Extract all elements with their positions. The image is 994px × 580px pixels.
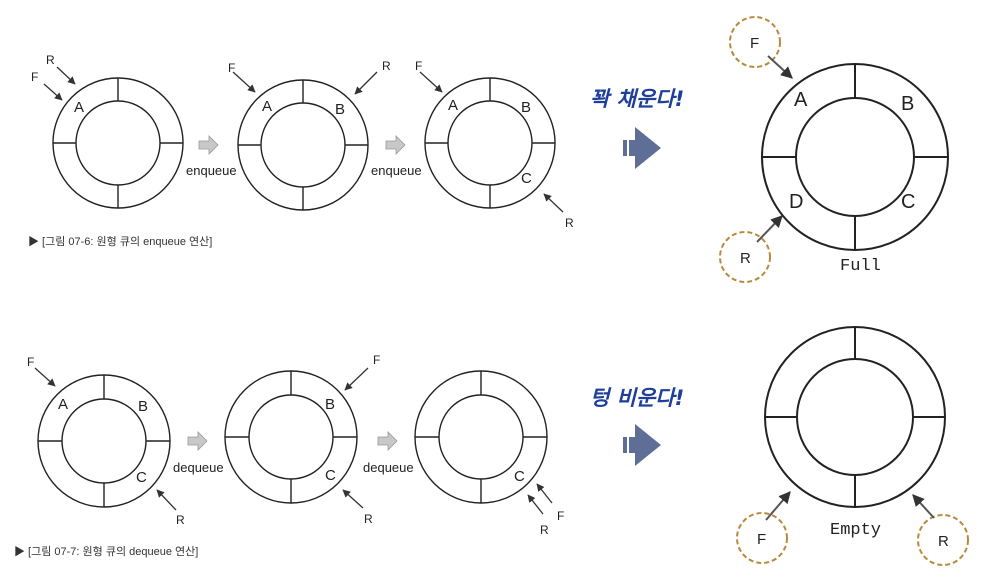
rear-pointer-label: R [565,216,574,230]
small-arrow-icon [187,431,208,451]
figure-caption-enqueue: ▶ [그림 07-6: 원형 큐의 enqueue 연산] [28,235,212,248]
op-label: dequeue [363,460,414,475]
dequeue-op-arrow-2: dequeue [363,431,414,475]
front-pointer-bubble [729,16,781,68]
big-arrow-stripe [627,437,629,453]
dequeue-step-1: A B C F R [27,355,185,527]
slot-label: A [74,99,84,116]
front-pointer-arrow [536,483,553,504]
slot-label: D [789,191,803,213]
slot-label: C [901,191,915,213]
op-label: enqueue [371,163,422,178]
op-label: enqueue [186,163,237,178]
slot-label: B [325,396,335,413]
front-pointer-arrow [34,367,56,387]
ring-inner [248,394,334,480]
slot-label: C [325,467,336,484]
figure-caption-dequeue: ▶ [그림 07-7: 원형 큐의 dequeue 연산] [14,545,198,558]
rear-pointer-bubble [719,231,771,283]
enqueue-op-arrow-1: enqueue [186,135,237,178]
slot-label: B [521,99,531,116]
rear-pointer-label: R [740,250,751,267]
enqueue-step-2: A B F R [228,59,391,211]
slot-label: A [448,97,458,114]
slot-label: B [138,398,148,415]
slot-label: C [521,170,532,187]
front-pointer-label: F [750,35,759,52]
big-arrow-stripe [620,437,623,453]
front-pointer-label: F [557,509,564,523]
rear-pointer-label: R [46,53,55,67]
enqueue-op-arrow-2: enqueue [371,135,422,178]
front-pointer-label: F [757,531,766,548]
big-arrow-stripe [620,140,623,156]
empty-annotation: 텅 비운다! [590,386,684,410]
front-pointer-arrow [344,367,369,391]
slot-label: A [58,396,68,413]
small-arrow-icon [385,135,406,155]
rear-pointer-arrow [354,71,378,95]
ring-inner [795,97,915,217]
rear-pointer-label: R [382,59,391,73]
big-arrow-icon [620,127,661,169]
front-pointer-arrow [232,71,256,93]
front-pointer-label: F [415,59,422,73]
slot-label: A [262,98,272,115]
slot-label: B [901,93,914,115]
front-pointer-arrow [43,83,63,101]
slot-label: C [514,468,525,485]
ring-inner [260,102,346,188]
rear-pointer-arrow [342,489,364,509]
full-annotation: 꽉 채운다! [590,87,684,111]
enqueue-step-1: A F R [31,53,184,209]
empty-state-label: Empty [830,521,881,540]
slot-label: A [794,89,808,111]
rear-pointer-label: R [938,533,949,550]
enqueue-step-3: A B C F R [415,59,574,230]
dequeue-step-2: B C F R [224,353,380,526]
big-arrow-icon [620,424,661,466]
rear-pointer-arrow [756,215,783,243]
op-label: dequeue [173,460,224,475]
rear-pointer-arrow [527,494,544,515]
slot-label: C [136,469,147,486]
ring-inner [438,394,524,480]
rear-pointer-arrow [156,489,177,511]
dequeue-op-arrow-1: dequeue [173,431,224,475]
rear-pointer-arrow [56,66,76,85]
small-arrow-icon [377,431,398,451]
slot-label: B [335,101,345,118]
ring-inner [447,100,533,186]
front-pointer-bubble [736,512,788,564]
big-arrow-stripe [627,140,629,156]
front-pointer-label: F [373,353,380,367]
rear-pointer-label: R [364,512,373,526]
front-pointer-arrow [419,71,443,93]
front-pointer-label: F [31,70,38,84]
rear-pointer-label: R [176,513,185,527]
full-queue: A B C D Full F R [719,16,949,283]
small-arrow-icon [198,135,219,155]
rear-pointer-arrow [543,193,564,213]
full-state-label: Full [840,257,881,276]
rear-pointer-arrow [912,494,935,519]
ring-inner [796,358,914,476]
ring-inner [75,100,161,186]
rear-pointer-bubble [917,514,969,566]
rear-pointer-label: R [540,523,549,537]
front-pointer-arrow [767,55,793,79]
ring-inner [61,398,147,484]
front-pointer-label: F [228,61,235,75]
front-pointer-arrow [765,491,791,521]
dequeue-step-3: C R F [414,370,564,537]
front-pointer-label: F [27,355,34,369]
empty-queue: Empty F R [736,326,969,566]
